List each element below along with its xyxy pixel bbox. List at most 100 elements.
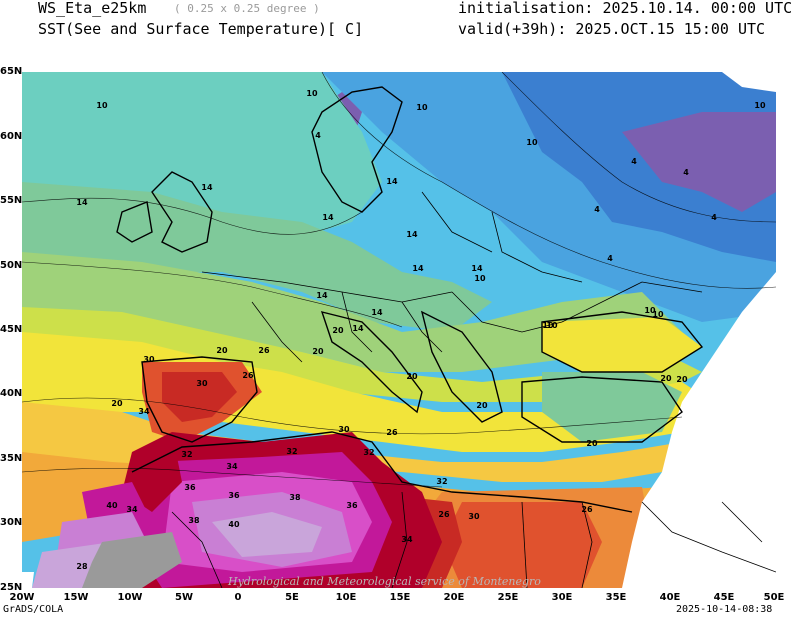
lon-label-10e: 10E	[335, 592, 357, 603]
lon-label-15w: 15W	[63, 592, 89, 603]
contour-label: 26	[258, 346, 270, 355]
lon-label-25e: 25E	[497, 592, 519, 603]
watermark: Hydrological and Meteorological service …	[228, 575, 541, 588]
temperature-field-t20-blacksea	[542, 317, 702, 372]
contour-label: 4	[607, 254, 613, 263]
coastline-black-sea	[541, 311, 704, 373]
contour-label: 4	[594, 205, 600, 214]
contour-label: 32	[363, 448, 374, 457]
contour-label: 20	[406, 372, 418, 381]
contour-label: 14	[386, 177, 398, 186]
coastline-britain	[151, 171, 213, 253]
contour-label: 14	[201, 183, 213, 192]
contour-label: 14	[412, 264, 424, 273]
contour-label: 10	[546, 321, 558, 330]
desert-no-data-area	[82, 532, 182, 588]
contour-label: 38	[188, 516, 200, 525]
contour-label: 26	[581, 505, 593, 514]
contour-label: 40	[228, 520, 240, 529]
lat-label-30n: 30N	[0, 517, 23, 528]
lon-label-30e: 30E	[551, 592, 573, 603]
contour-label: 20	[111, 399, 123, 408]
contour-label: 36	[228, 491, 240, 500]
temperature-field-t14-anatolia	[542, 372, 682, 442]
contour-label: 14	[76, 198, 88, 207]
lon-label-15e: 15E	[389, 592, 411, 603]
contour-label: 10	[754, 101, 766, 110]
lon-label-20w: 20W	[9, 592, 35, 603]
lon-label-45e: 45E	[713, 592, 735, 603]
contour-label: 10	[542, 321, 554, 330]
lat-label-65n: 65N	[0, 66, 23, 77]
country-borders	[171, 191, 776, 588]
lat-label-40n: 40N	[0, 388, 23, 399]
coastline-italy	[320, 311, 423, 414]
temperature-field-t16	[22, 252, 682, 372]
contour-label: 4	[315, 131, 321, 140]
contour-label: 30	[338, 425, 350, 434]
no-data-region-sw	[22, 572, 34, 588]
contour-label: 28	[76, 562, 88, 571]
lat-label-55n: 55N	[0, 195, 23, 206]
temperature-field-t30-iberia	[162, 372, 237, 422]
lon-label-10w: 10W	[117, 592, 143, 603]
initialisation-time: initialisation: 2025.10.14. 00:00 UTC	[458, 0, 793, 17]
lat-label-25n: 25N	[0, 582, 23, 593]
coastline-ireland	[116, 201, 153, 243]
isotherms	[22, 72, 776, 488]
contour-label: 4	[631, 157, 637, 166]
lon-label-20e: 20E	[443, 592, 465, 603]
contour-label: 10	[526, 138, 538, 147]
contour-label: 4	[711, 213, 717, 222]
contour-label: 20	[216, 346, 228, 355]
contour-label: 10	[416, 103, 428, 112]
valid-time: valid(+39h): 2025.OCT.15 15:00 UTC	[458, 20, 766, 38]
contour-label: 32	[181, 450, 192, 459]
contour-label: 20	[476, 401, 488, 410]
contour-label: 20	[586, 439, 598, 448]
contour-label: 10	[652, 310, 664, 319]
contour-label: 30	[143, 355, 155, 364]
temperature-field-t14	[22, 182, 492, 332]
contour-label: 36	[184, 483, 196, 492]
lon-label-50e: 50E	[763, 592, 785, 603]
contour-label: 14	[316, 291, 328, 300]
no-data-region	[622, 272, 776, 588]
contour-label: 34	[226, 462, 238, 471]
lon-label-35e: 35E	[605, 592, 627, 603]
sst-map-canvas: 1010104444441010141414141414141414141010…	[22, 72, 776, 588]
lat-label-50n: 50N	[0, 260, 23, 271]
lat-label-45n: 45N	[0, 324, 23, 335]
contour-label: 30	[196, 379, 208, 388]
contour-label: 34	[401, 535, 413, 544]
contour-label: 38	[289, 493, 301, 502]
contour-label: 10	[644, 306, 656, 315]
coastline-north-africa	[131, 431, 633, 513]
contour-label: 14	[371, 308, 383, 317]
contour-label: 4	[683, 168, 689, 177]
contour-label: 32	[436, 477, 447, 486]
coastline-anatolia	[521, 376, 683, 443]
lon-label-40e: 40E	[659, 592, 681, 603]
contour-labels: 1010104444441010141414141414141414141010…	[76, 89, 766, 571]
lon-label-5e: 5E	[285, 592, 299, 603]
temperature-field-t40	[212, 512, 322, 557]
coastlines	[116, 86, 704, 513]
contour-label: 40	[106, 501, 118, 510]
contour-label: 10	[474, 274, 486, 283]
contour-label: 10	[96, 101, 108, 110]
temperature-field-t28	[442, 502, 602, 588]
contour-label: 14	[352, 324, 364, 333]
footer-timestamp: 2025-10-14-08:38	[676, 604, 773, 615]
contour-label: 26	[438, 510, 450, 519]
coastline-iberia	[141, 356, 258, 443]
temperature-field-t18	[22, 307, 702, 402]
contour-label: 14	[322, 213, 334, 222]
no-data-region-top	[722, 72, 776, 92]
lat-label-35n: 35N	[0, 453, 23, 464]
temperature-field-t4	[622, 112, 776, 212]
contour-label: 10	[306, 89, 318, 98]
coastline-balkans	[420, 310, 503, 423]
contour-label: 30	[468, 512, 480, 521]
footer-software: GrADS/COLA	[3, 604, 64, 615]
